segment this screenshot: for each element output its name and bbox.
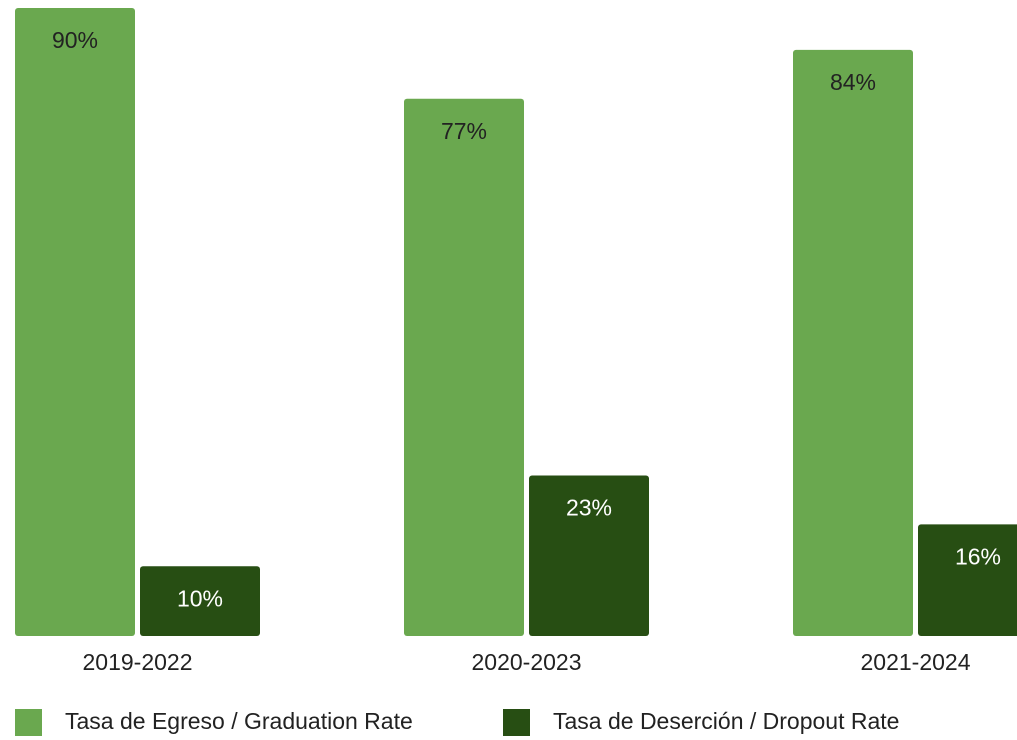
legend-label: Tasa de Deserción / Dropout Rate xyxy=(553,708,899,734)
data-label: 84% xyxy=(830,69,876,95)
data-label: 90% xyxy=(52,27,98,53)
x-tick-label: 2021-2024 xyxy=(861,649,971,675)
bar xyxy=(918,524,1017,636)
data-label: 23% xyxy=(566,495,612,521)
bar xyxy=(793,49,913,637)
bar xyxy=(15,8,135,636)
data-label: 10% xyxy=(177,585,223,611)
data-label: 77% xyxy=(441,118,487,144)
bar xyxy=(404,98,524,636)
x-tick-label: 2020-2023 xyxy=(472,649,582,675)
legend-swatch xyxy=(15,709,42,736)
bar xyxy=(529,475,649,636)
bar xyxy=(140,566,260,636)
x-tick-label: 2019-2022 xyxy=(83,649,193,675)
data-label: 16% xyxy=(955,543,1001,569)
legend-label: Tasa de Egreso / Graduation Rate xyxy=(65,708,413,734)
legend-swatch xyxy=(503,709,530,736)
